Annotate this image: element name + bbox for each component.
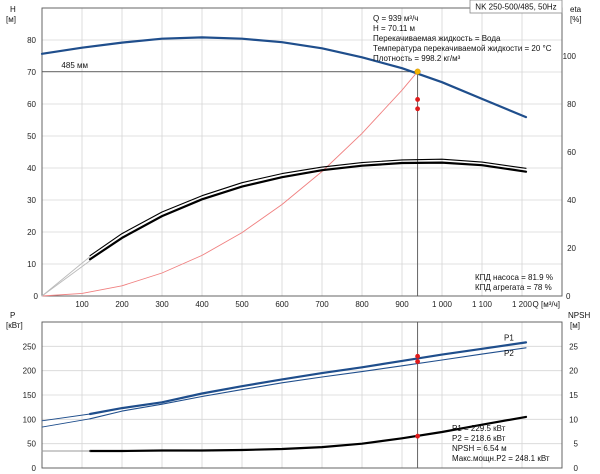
info-top-4: Плотность = 998.2 кг/м³ [373,54,461,63]
bottom-series-0-P1 [88,341,528,416]
info-bottom-0: P1 = 229.5 кВт [452,424,506,433]
info-bottom-2: NPSH = 6.54 м [452,444,507,453]
top-left-tick-1: 20 [27,228,36,237]
power-marker-1 [415,359,420,365]
bottom-left-axis-unit: [кВт] [6,321,23,330]
x-tick-9: 1 000 [432,300,453,309]
top-left-tick-5: 60 [27,100,36,109]
bottom-plot-frame [41,321,563,469]
x-tick-6: 700 [315,300,329,309]
top-series-1 [41,71,419,297]
x-tick-2: 300 [155,300,169,309]
x-tick-0: 100 [75,300,89,309]
duty-point-marker [414,68,421,75]
bottom-left-tick-3: 150 [23,391,37,400]
bottom-right-tick-3: 15 [569,391,578,400]
top-right-tick-3: 80 [567,100,576,109]
x-tick-8: 900 [395,300,409,309]
bottom-right-tick-1: 5 [574,440,579,449]
info-eff-0: КПД насоса = 81.9 % [475,273,553,282]
bottom-right-tick-5: 25 [569,342,578,351]
info-top-0: Q = 939 м³/ч [373,14,418,23]
top-plot-frame [41,7,563,297]
top-left-tick-6: 70 [27,68,36,77]
power-marker-2 [415,433,420,439]
info-top-1: H = 70.11 м [373,24,415,33]
top-right-tick-zero: 0 [566,292,571,301]
bottom-left-tick-4: 200 [23,367,37,376]
bottom-series-3 [41,418,91,428]
bottom-left-axis-label: P [10,311,15,320]
bottom-right-tick-0: 0 [574,464,579,473]
top-right-tick-1: 40 [567,196,576,205]
top-series-0-485-мм [40,36,528,119]
x-tick-11: 1 200 [512,300,533,309]
curve-label-485: 485 мм [61,61,88,70]
top-right-tick-2: 60 [567,148,576,157]
top-left-tick-2: 30 [27,196,36,205]
x-tick-3: 400 [195,300,209,309]
x-tick-5: 600 [275,300,289,309]
curve-label-p2: P2 [504,349,514,358]
bottom-right-axis-label: NPSH [568,311,590,320]
bottom-left-tick-5: 250 [23,342,37,351]
info-eff-1: КПД агрегата = 78 % [475,283,552,292]
bottom-right-axis-unit: [м] [570,321,580,330]
bottom-right-tick-4: 20 [569,367,578,376]
title-box [469,0,563,14]
info-top-2: Перекачиваемая жидкость = Вода [373,34,501,43]
top-left-tick-zero: 0 [34,292,39,301]
top-left-axis-unit: [м] [6,15,16,24]
top-series-4 [41,260,91,297]
top-right-axis-label: eta [570,5,582,14]
x-tick-4: 500 [235,300,249,309]
top-series-5 [41,256,91,297]
chart-title: NK 250-500/485, 50Hz [475,3,556,12]
curve-label-p1: P1 [504,333,514,342]
top-series-2 [88,161,528,261]
top-right-axis-unit: [%] [570,15,582,24]
top-left-axis-label: H [10,5,16,14]
info-top-3: Температура перекачиваемой жидкости = 20… [373,44,552,53]
top-series-3 [89,158,527,257]
eta-marker-0 [415,106,420,112]
bottom-series-2 [88,415,528,453]
info-bottom-3: Макс.мощн.P2 = 248.1 кВт [452,454,550,463]
bottom-series-1-P2 [89,347,527,420]
bottom-left-tick-0: 0 [32,464,37,473]
x-tick-10: 1 100 [472,300,493,309]
x-tick-1: 200 [115,300,129,309]
top-left-tick-7: 80 [27,36,36,45]
power-marker-0 [415,353,420,359]
eta-marker-1 [415,97,420,102]
top-left-tick-4: 50 [27,132,36,141]
bottom-left-tick-2: 100 [23,415,37,424]
top-left-tick-3: 40 [27,164,36,173]
bottom-right-tick-2: 10 [569,415,578,424]
bottom-series-4 [41,413,91,422]
top-left-tick-0: 10 [27,260,36,269]
top-right-tick-4: 100 [563,52,577,61]
bottom-left-tick-1: 50 [27,440,36,449]
info-bottom-1: P2 = 218.6 кВт [452,434,506,443]
x-axis-label: Q [м³/ч] [533,300,560,309]
x-tick-7: 800 [355,300,369,309]
top-right-tick-0: 20 [567,244,576,253]
